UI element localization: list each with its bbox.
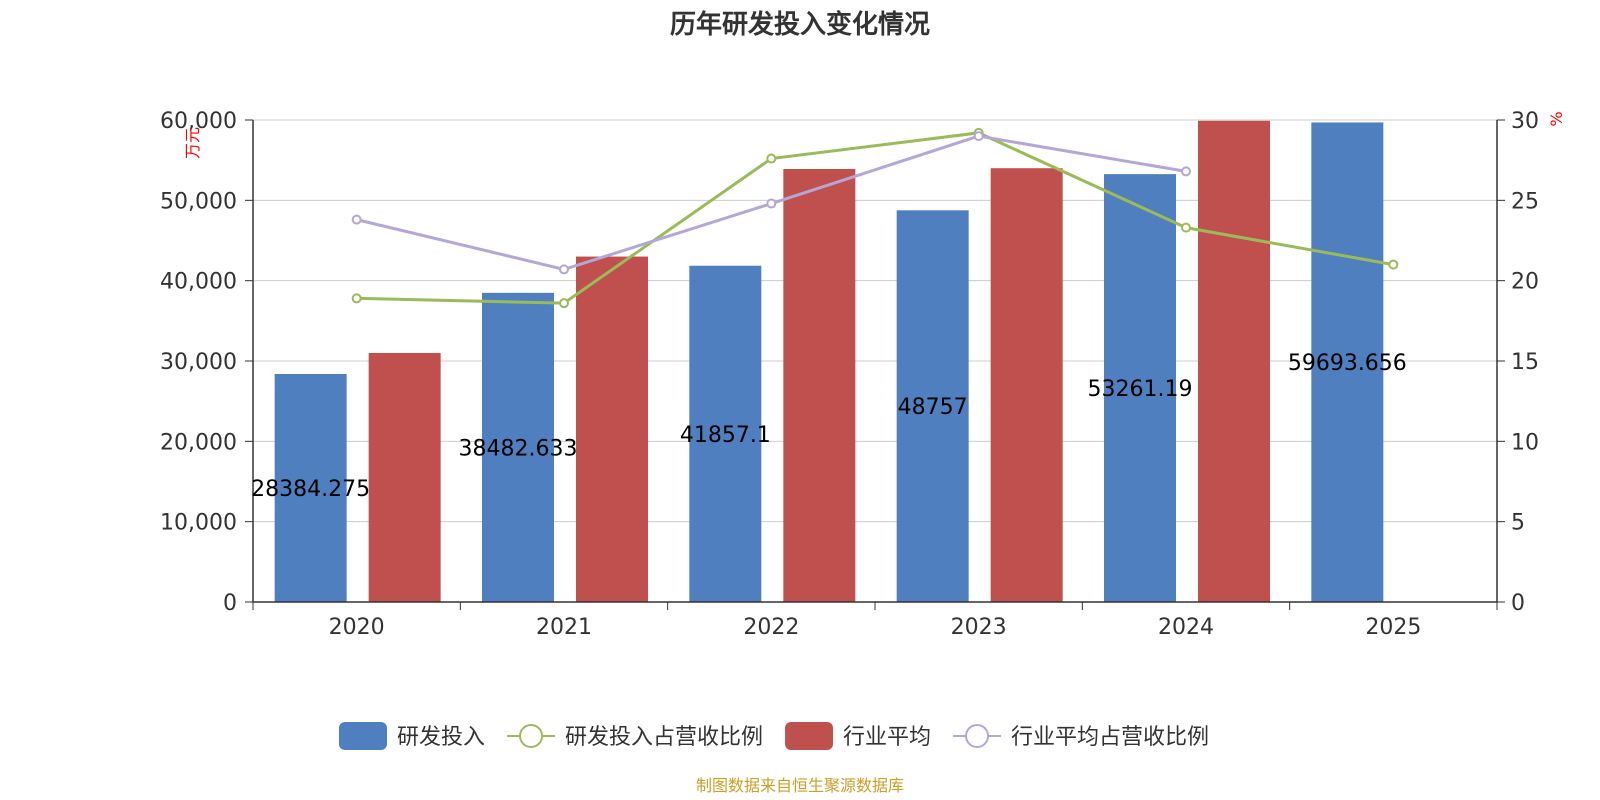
y-right-tick-label: 5 <box>1511 511 1525 536</box>
data-label: 38482.633 <box>459 436 578 461</box>
legend-item-0: 研发投入 <box>397 725 485 750</box>
legend-swatch-bar <box>339 722 387 750</box>
legend: 研发投入 研发投入占营收比例 行业平均 行业平均占营收比例 <box>339 722 1209 750</box>
y-left-tick-label: 10,000 <box>160 511 237 536</box>
gridlines <box>253 119 1497 523</box>
line-industry-ratio-point <box>766 198 777 209</box>
lines <box>351 127 1399 309</box>
line-rd-ratio-point <box>1388 259 1399 270</box>
x-tick-label: 2022 <box>743 615 799 640</box>
data-label: 28384.275 <box>251 477 370 502</box>
bar-industry-average <box>576 256 648 602</box>
data-labels: 28384.275 38482.633 41857.1 48757 53261.19 59… <box>251 351 1407 502</box>
y-right-tick-label: 15 <box>1511 350 1539 375</box>
source-note: 制图数据来自恒生聚源数据库 <box>696 776 904 795</box>
bar-rd-investment <box>1104 174 1176 602</box>
bar-rd-investment <box>1311 122 1384 602</box>
line-rd-ratio-point <box>766 153 777 164</box>
x-tick-label: 2020 <box>329 615 385 640</box>
bar-industry-average <box>990 168 1063 602</box>
y-left-tick-label: 50,000 <box>160 189 237 214</box>
bar-industry-average <box>368 352 441 602</box>
y-left-tick-label: 40,000 <box>160 270 237 295</box>
line-rd-ratio <box>356 131 1394 305</box>
line-industry-ratio-point <box>559 264 569 275</box>
bars <box>274 120 1384 602</box>
x-tick-label: 2024 <box>1158 615 1214 640</box>
data-label: 48757 <box>898 395 968 420</box>
left-axis-unit: 万元 <box>183 127 202 159</box>
legend-swatch-bar <box>785 722 834 750</box>
line-rd-ratio-point <box>559 298 569 309</box>
axes: 0 10,000 20,000 30,000 40,000 50,000 60,000 0 5 1… <box>160 109 1539 640</box>
data-label: 59693.656 <box>1288 351 1407 376</box>
y-left-tick-label: 30,000 <box>160 350 237 375</box>
y-left-tick-label: 60,000 <box>160 109 237 134</box>
y-left-tick-label: 0 <box>223 591 237 616</box>
legend-swatch-marker <box>965 724 990 748</box>
y-right-tick-label: 25 <box>1511 189 1539 214</box>
data-label: 41857.1 <box>680 423 771 448</box>
bar-rd-investment <box>689 265 762 602</box>
y-right-tick-label: 0 <box>1511 591 1525 616</box>
y-right-tick-label: 10 <box>1511 430 1539 455</box>
legend-item-3: 行业平均占营收比例 <box>1011 725 1209 750</box>
y-right-tick-label: 20 <box>1511 270 1539 295</box>
legend-item-1: 研发投入占营收比例 <box>565 725 763 750</box>
chart-title: 历年研发投入变化情况 <box>670 9 930 40</box>
line-industry-ratio-point <box>351 214 362 225</box>
legend-item-2: 行业平均 <box>843 725 931 750</box>
bar-rd-investment <box>274 373 347 602</box>
line-rd-ratio-point <box>351 293 362 304</box>
x-tick-label: 2021 <box>536 615 592 640</box>
x-tick-label: 2023 <box>951 615 1007 640</box>
bar-rd-investment <box>896 210 969 602</box>
x-tick-label: 2025 <box>1365 615 1421 640</box>
bar-industry-average <box>1198 120 1270 602</box>
line-rd-ratio-point <box>1181 222 1191 233</box>
line-industry-ratio-point <box>973 131 984 142</box>
y-right-tick-label: 30 <box>1511 109 1539 134</box>
data-label: 53261.19 <box>1088 377 1193 402</box>
legend-swatch-marker <box>519 724 544 748</box>
y-left-tick-label: 20,000 <box>160 430 237 455</box>
bar-industry-average <box>783 169 856 602</box>
right-axis-unit: % <box>1547 111 1566 126</box>
bar-rd-investment <box>482 292 554 602</box>
line-industry-ratio-point <box>1181 166 1191 177</box>
